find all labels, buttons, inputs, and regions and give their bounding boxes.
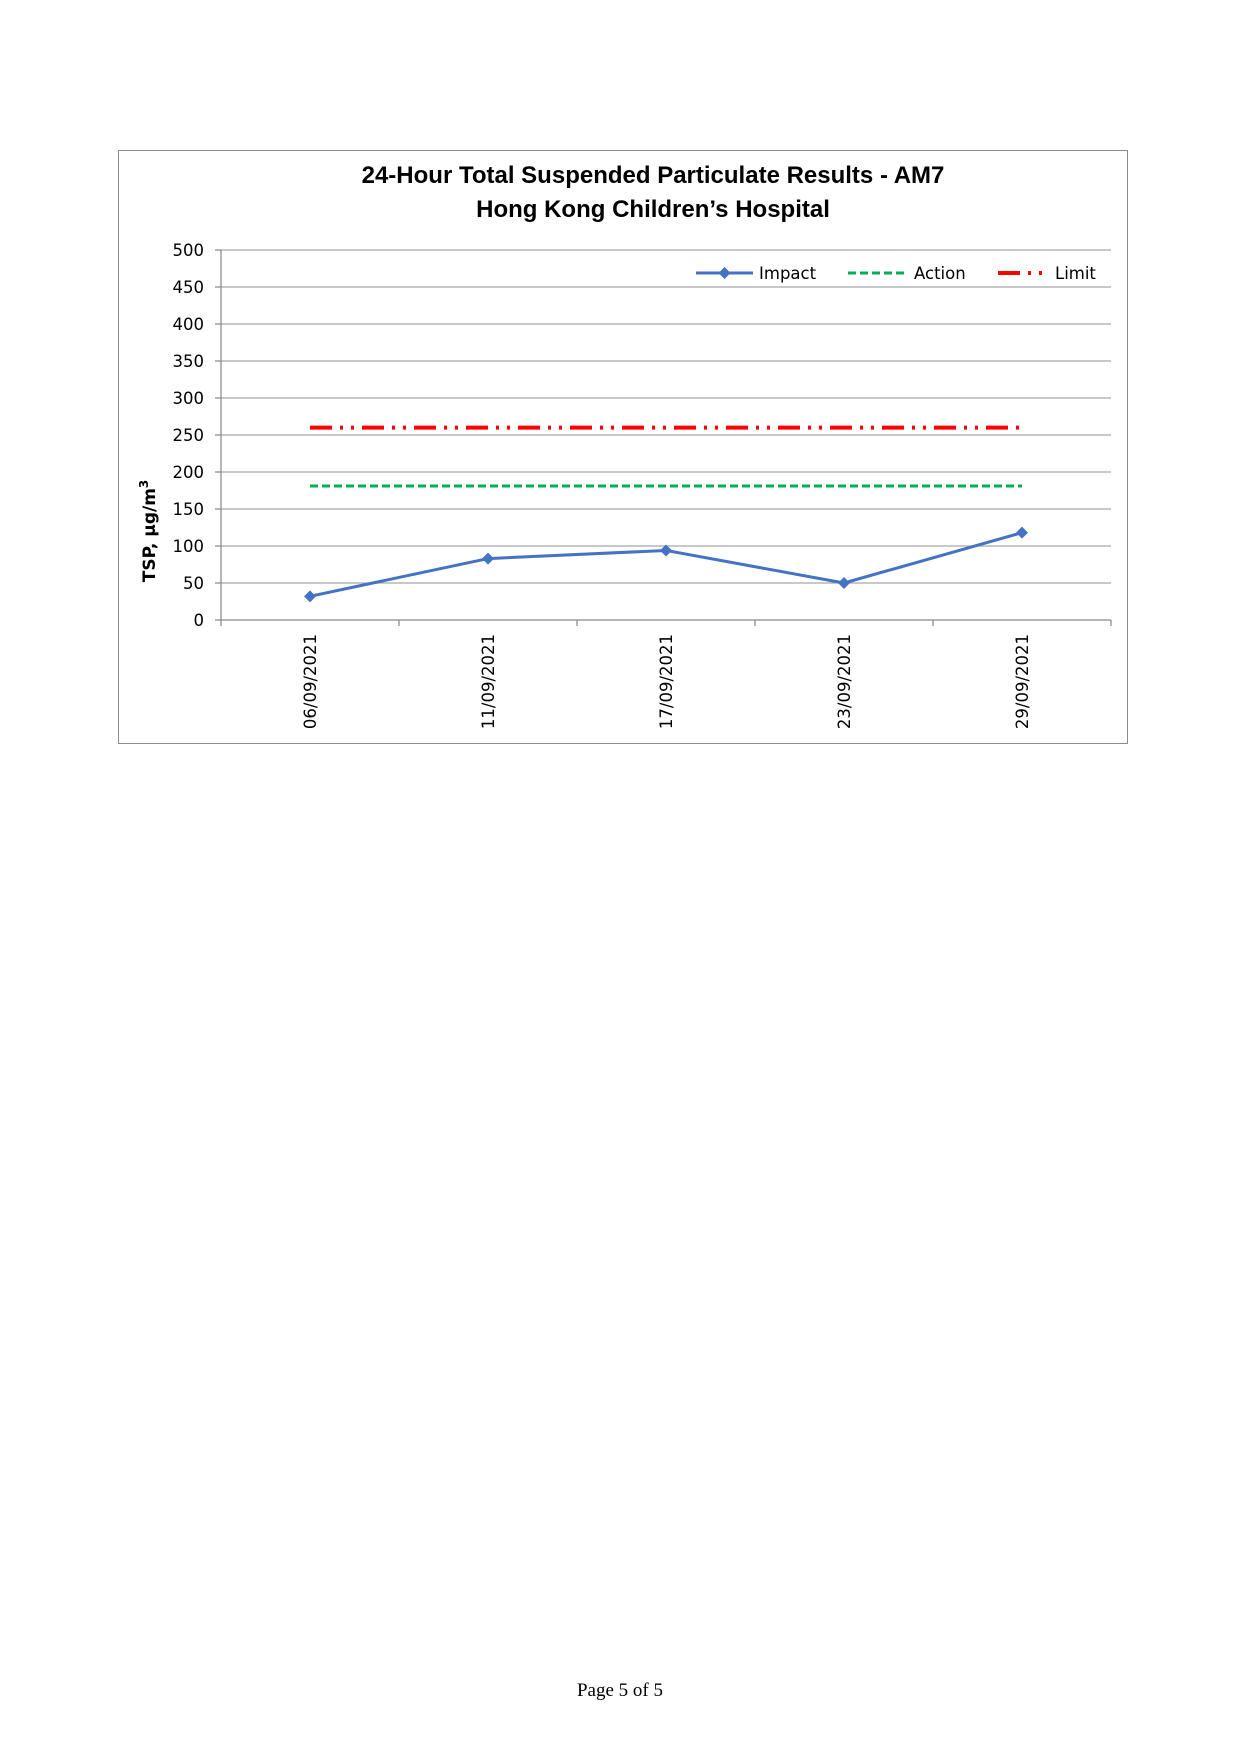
- x-tick-label: 23/09/2021: [835, 634, 854, 729]
- x-tick-label: 17/09/2021: [657, 634, 676, 729]
- data-point-impact: [1016, 526, 1028, 539]
- y-tick-label: 50: [183, 574, 204, 593]
- chart-subtitle: Hong Kong Children’s Hospital: [476, 196, 830, 223]
- axes: 0 50 100 150 200 250 300 350 400 450 500 06/09/2021…: [173, 241, 1112, 729]
- y-axis-label-text: TSP, µg/m: [140, 488, 160, 582]
- y-tick-label: 150: [173, 500, 205, 519]
- y-tick-label: 500: [173, 241, 205, 260]
- gridlines: [221, 249, 1111, 584]
- y-tick-label: 200: [173, 463, 205, 482]
- y-axis-label: TSP, µg/m3: [137, 480, 160, 583]
- y-tick-label: 450: [173, 278, 205, 297]
- chart-svg: 24-Hour Total Suspended Particulate Resu…: [137, 162, 1112, 729]
- legend-label-impact: Impact: [759, 264, 817, 283]
- data-point-impact: [660, 544, 672, 557]
- page-number: Page 5 of 5: [576, 1680, 663, 1701]
- x-tick-label: 11/09/2021: [479, 634, 498, 729]
- series-line-impact: [309, 531, 1023, 598]
- legend-label-limit: Limit: [1055, 264, 1096, 283]
- series-layer: [304, 425, 1028, 603]
- y-tick-label: 300: [173, 389, 205, 408]
- y-tick-label: 100: [173, 537, 205, 556]
- x-tick-label: 29/09/2021: [1013, 634, 1032, 729]
- x-tick-label: 06/09/2021: [301, 634, 320, 729]
- legend-label-action: Action: [914, 264, 966, 283]
- y-tick-label: 350: [173, 352, 205, 371]
- chart-container: 24-Hour Total Suspended Particulate Resu…: [118, 150, 1128, 744]
- data-point-impact: [838, 577, 850, 589]
- y-tick-label: 0: [194, 611, 205, 630]
- data-point-impact: [304, 590, 316, 603]
- y-axis-label-superscript: 3: [137, 480, 151, 488]
- data-point-impact: [482, 552, 494, 565]
- y-tick-label: 400: [173, 315, 205, 334]
- chart-title: 24-Hour Total Suspended Particulate Resu…: [362, 162, 945, 189]
- legend: Impact Action Limit: [696, 264, 1096, 283]
- legend-marker-impact: [718, 267, 731, 279]
- y-tick-label: 250: [173, 426, 205, 445]
